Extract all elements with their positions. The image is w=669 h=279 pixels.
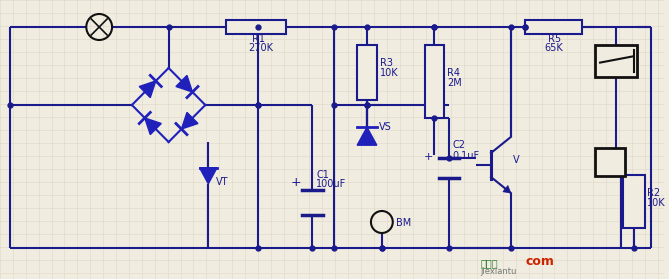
Text: 100uF: 100uF	[316, 179, 347, 189]
Text: jiexiantu: jiexiantu	[480, 267, 516, 276]
Text: com: com	[526, 255, 555, 268]
Polygon shape	[199, 168, 217, 184]
Bar	[425, 45, 444, 118]
Text: 65K: 65K	[545, 43, 563, 53]
Text: 0.1uF: 0.1uF	[452, 151, 480, 161]
Text: R1: R1	[252, 34, 265, 44]
Polygon shape	[176, 75, 193, 92]
Text: 2M: 2M	[448, 78, 462, 88]
Text: 270K: 270K	[248, 43, 273, 53]
Text: V: V	[512, 155, 519, 165]
Bar	[226, 20, 286, 34]
Text: R3: R3	[380, 59, 393, 69]
Polygon shape	[139, 81, 156, 98]
Bar	[357, 45, 377, 100]
Text: 10K: 10K	[380, 69, 399, 78]
Bar	[524, 20, 582, 34]
Text: R2: R2	[647, 189, 660, 198]
Text: VT: VT	[216, 177, 229, 187]
Polygon shape	[181, 112, 198, 129]
Bar	[595, 148, 625, 176]
Polygon shape	[145, 118, 161, 134]
Text: R5: R5	[549, 34, 561, 44]
Polygon shape	[357, 127, 377, 145]
Text: 10K: 10K	[647, 198, 665, 208]
Text: C1: C1	[316, 170, 329, 180]
Text: +: +	[290, 176, 301, 189]
Bar	[623, 175, 645, 228]
Text: R4: R4	[448, 68, 460, 78]
Polygon shape	[503, 186, 511, 193]
Text: C2: C2	[452, 140, 465, 150]
Text: 接线图: 接线图	[480, 258, 498, 268]
Text: VS: VS	[379, 122, 391, 132]
Text: BM: BM	[396, 218, 411, 228]
Text: +: +	[423, 152, 433, 162]
Bar	[595, 45, 637, 77]
